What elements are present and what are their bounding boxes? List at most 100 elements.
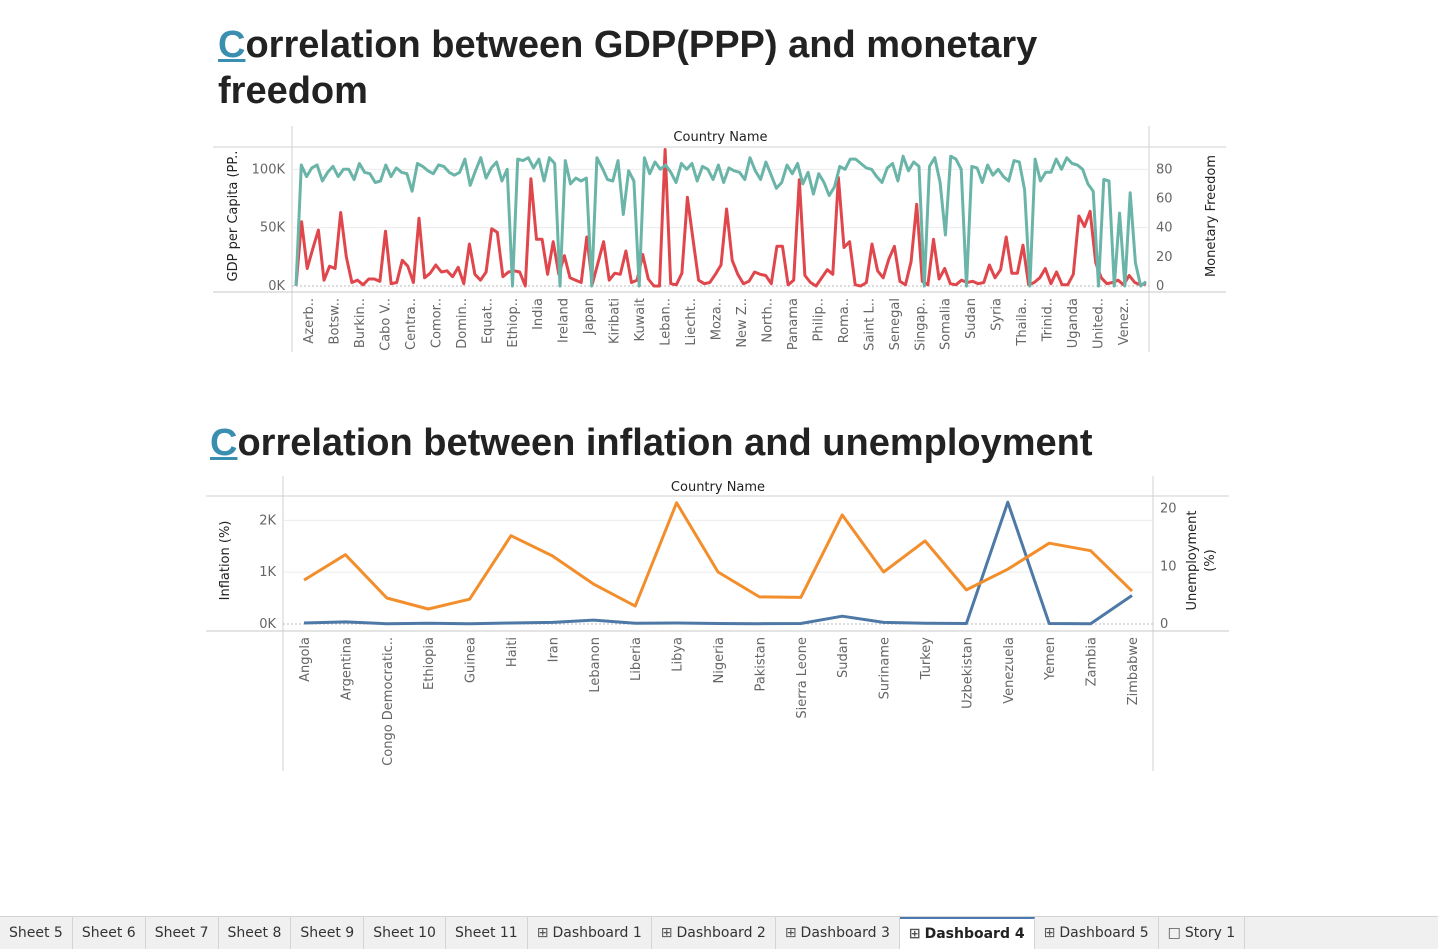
x-category-label: Saint L.. [862,298,877,351]
tab-sheet-7[interactable]: Sheet 7 [146,917,219,949]
y2-tick-label: 0 [1156,279,1164,294]
x-category-label: Yemen [1043,637,1058,681]
title-rest: orrelation between inflation and unemplo… [237,422,1093,464]
tab-label: Sheet 11 [454,925,518,941]
tab-label: Sheet 8 [227,925,282,941]
y-tick-label: 100K [252,162,286,177]
tab-label: Sheet 10 [373,925,436,941]
tab-label: Dashboard 2 [676,925,766,941]
x-category-label: Sudan [836,637,851,678]
y-tick-label: 0K [259,617,276,632]
dashboard-icon: ⊞ [784,925,797,941]
x-category-label: Cabo V.. [378,298,393,351]
y-tick-label: 1K [259,565,276,580]
y2-axis-title: Monetary Freedom [1204,155,1219,277]
x-category-label: Sierra Leone [795,637,810,719]
tab-dashboard-4[interactable]: ⊞ Dashboard 4 [899,917,1035,949]
x-category-label: Singap.. [913,298,928,351]
x-category-label: Moza.. [710,298,725,340]
x-category-label: Uganda [1066,298,1081,348]
title-initial: C [218,24,246,66]
tab-sheet-5[interactable]: Sheet 5 [0,917,73,949]
x-category-label: Roma.. [837,298,852,343]
x-category-label: Iran [546,637,561,662]
x-category-label: Argentina [339,637,354,700]
x-category-label: Ethiop.. [506,298,521,348]
tab-label: Sheet 5 [9,925,63,941]
tab-dashboard-3[interactable]: ⊞ Dashboard 3 [776,917,900,949]
dashboard-icon: ⊞ [660,925,673,941]
chart-title-inflation-unemployment: Correlation between inflation and unempl… [210,420,1310,466]
x-category-label: Botsw.. [327,298,342,344]
tab-label: Dashboard 5 [1059,925,1149,941]
x-category-label: Kiribati [608,298,623,344]
y-tick-label: 0K [268,279,285,294]
tab-dashboard-1[interactable]: ⊞ Dashboard 1 [528,917,652,949]
tab-story-1[interactable]: □ Story 1 [1159,917,1246,949]
x-category-label: Pakistan [753,637,768,691]
y-axis-title: Inflation (%) [218,521,233,601]
x-category-label: India [531,298,546,330]
x-category-label: United.. [1092,298,1107,349]
x-category-label: Haiti [505,637,520,667]
column-header: Country Name [673,130,767,145]
x-category-label: Centra.. [404,298,419,350]
series-line-left-axis [294,148,1147,288]
y2-tick-label: 20 [1156,250,1173,265]
series-line-left-axis [303,500,1133,626]
x-category-label: Lebanon [588,637,603,693]
tab-label: Dashboard 1 [552,925,642,941]
y2-tick-label: 10 [1160,559,1177,574]
x-category-label: Comor.. [429,298,444,348]
tab-sheet-11[interactable]: Sheet 11 [446,917,528,949]
tab-label: Dashboard 4 [924,926,1025,942]
title-initial: C [210,422,238,464]
x-category-label: Uzbekistan [960,637,975,709]
chart-title-gdp-monetary: Correlation between GDP(PPP) and monetar… [218,22,1118,114]
y2-tick-label: 80 [1156,162,1173,177]
tab-dashboard-2[interactable]: ⊞ Dashboard 2 [652,917,776,949]
x-category-label: Senegal [888,298,903,350]
x-category-label: Ethiopia [422,637,437,690]
y-tick-label: 50K [260,221,286,236]
x-category-label: Burkin.. [353,298,368,348]
x-category-label: Japan [582,298,597,335]
x-category-label: Venezuela [1002,637,1017,704]
tab-sheet-9[interactable]: Sheet 9 [291,917,365,949]
tab-sheet-8[interactable]: Sheet 8 [219,917,292,949]
y2-tick-label: 20 [1160,502,1177,517]
tab-label: Sheet 9 [300,925,355,941]
x-category-label: New Z.. [735,298,750,348]
story-icon: □ [1167,925,1181,941]
x-category-label: Equat.. [480,298,495,344]
x-category-label: Syria [990,298,1005,331]
tab-label: Sheet 7 [154,925,209,941]
x-category-label: Azerb.. [302,298,317,344]
x-category-label: Thaila.. [1015,298,1030,347]
tab-sheet-10[interactable]: Sheet 10 [364,917,446,949]
x-category-label: Zambia [1085,637,1100,686]
series-line-right-axis [303,501,1134,611]
y2-tick-label: 60 [1156,192,1173,207]
x-category-label: Liecht.. [684,298,699,346]
x-category-label: Congo Democratic.. [381,637,396,766]
x-category-label: North.. [760,298,775,343]
x-category-label: Ireland [557,298,572,343]
y2-axis-title: (%) [1203,549,1218,572]
x-category-label: Kuwait [633,298,648,341]
tab-dashboard-5[interactable]: ⊞ Dashboard 5 [1035,917,1159,949]
y-axis-title: GDP per Capita (PP.. [226,151,241,282]
column-header: Country Name [671,480,765,495]
x-category-label: Angola [298,637,313,682]
x-category-label: Trinid.. [1041,298,1056,342]
dashboard-icon: ⊞ [536,925,549,941]
x-category-label: Leban.. [659,298,674,346]
tab-sheet-6[interactable]: Sheet 6 [73,917,146,949]
x-category-label: Libya [671,637,686,672]
x-category-label: Turkey [919,637,934,681]
x-category-label: Zimbabwe [1126,637,1141,705]
sheet-tab-bar: Sheet 5 Sheet 6 Sheet 7 Sheet 8 Sheet 9 Sheet… [0,916,1438,949]
x-category-label: Somalia [939,298,954,350]
